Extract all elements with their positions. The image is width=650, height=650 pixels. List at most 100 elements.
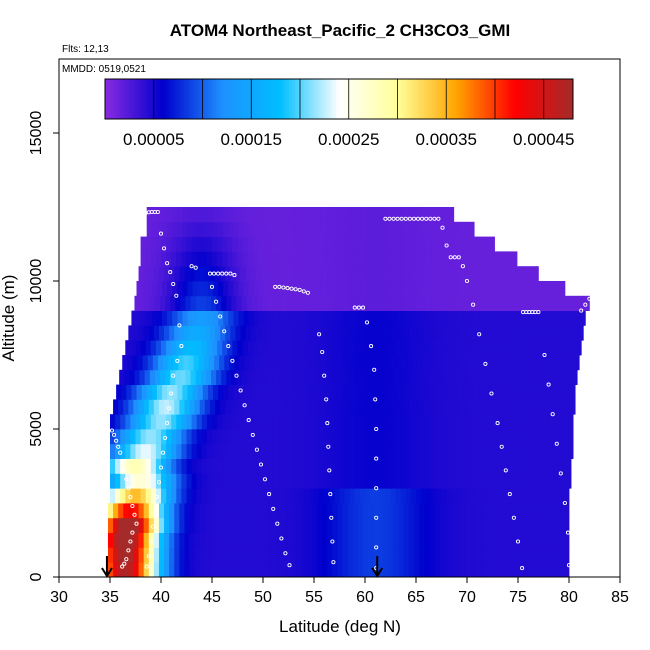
heatmap-cell	[523, 414, 529, 430]
heatmap-cell	[447, 310, 454, 326]
heatmap-cell	[374, 369, 380, 385]
heatmap-cell	[365, 429, 371, 445]
heatmap-cell	[477, 458, 483, 474]
heatmap-cell	[155, 429, 162, 445]
y-tick-label: 15000	[28, 111, 45, 156]
heatmap-cell	[487, 414, 493, 430]
heatmap-cell	[153, 532, 160, 548]
colorbar-swatch	[274, 79, 279, 119]
colorbar-swatch	[216, 79, 220, 119]
heatmap-cell	[314, 488, 320, 504]
heatmap-cell	[422, 207, 428, 223]
heatmap-cell	[192, 221, 199, 237]
heatmap-cell	[184, 517, 190, 533]
heatmap-cell	[410, 340, 417, 356]
heatmap-cell	[250, 503, 257, 519]
heatmap-cell	[412, 355, 419, 371]
heatmap-cell	[426, 443, 432, 459]
heatmap-cell	[482, 443, 488, 459]
heatmap-cell	[558, 488, 565, 504]
heatmap-cell	[288, 236, 294, 252]
heatmap-cell	[324, 443, 330, 459]
heatmap-cell	[194, 266, 201, 282]
flight-track-point	[279, 536, 284, 541]
heatmap-cell	[140, 488, 147, 504]
heatmap-cell	[485, 503, 491, 519]
heatmap-cell	[563, 458, 570, 474]
colorbar-swatch	[330, 79, 334, 119]
heatmap-cell	[153, 266, 160, 282]
heatmap-cell	[567, 369, 574, 385]
heatmap-cell	[133, 325, 139, 341]
heatmap-cell	[468, 310, 474, 326]
heatmap-cell	[255, 399, 262, 415]
heatmap-cell	[196, 236, 203, 252]
heatmap-cell	[460, 369, 467, 385]
heatmap-cell	[311, 503, 318, 519]
heatmap-cell	[309, 281, 316, 297]
heatmap-cell	[505, 562, 512, 578]
heatmap-cell	[189, 562, 196, 578]
heatmap-cell	[172, 207, 178, 223]
heatmap-cell	[379, 369, 385, 385]
heatmap-cell	[202, 310, 209, 326]
heatmap-cell	[291, 266, 298, 282]
heatmap-cell	[118, 503, 124, 519]
heatmap-cell	[429, 517, 435, 533]
heatmap-cell	[398, 266, 405, 282]
heatmap-cell	[406, 221, 413, 237]
heatmap-cell	[416, 340, 422, 356]
heatmap-cell	[345, 310, 352, 326]
heatmap-cell	[288, 429, 294, 445]
heatmap-cell	[507, 251, 514, 267]
heatmap-cell	[552, 369, 559, 385]
heatmap-cell	[526, 266, 532, 282]
heatmap-cell	[242, 443, 249, 459]
heatmap-cell	[452, 221, 459, 237]
heatmap-cell	[234, 355, 240, 371]
heatmap-cell	[317, 517, 323, 533]
heatmap-cell	[354, 458, 361, 474]
heatmap-cell	[228, 310, 234, 326]
heatmap-cell	[483, 384, 489, 400]
heatmap-cell	[232, 443, 238, 459]
heatmap-cell	[497, 473, 504, 489]
heatmap-cell	[362, 547, 369, 563]
heatmap-cell	[481, 369, 487, 385]
flight-track-point	[152, 509, 157, 514]
heatmap-cell	[518, 473, 524, 489]
heatmap-cell	[375, 458, 381, 474]
heatmap-cell	[145, 429, 152, 445]
heatmap-cell	[120, 429, 126, 445]
heatmap-cell	[349, 414, 356, 430]
heatmap-cell	[526, 562, 532, 578]
heatmap-cell	[300, 355, 307, 371]
heatmap-cell	[143, 325, 150, 341]
heatmap-cell	[416, 443, 422, 459]
heatmap-cell	[375, 443, 381, 459]
flight-track-point	[440, 225, 445, 230]
heatmap-cell	[515, 325, 522, 341]
heatmap-cell	[161, 340, 167, 356]
heatmap-cell	[480, 517, 486, 533]
heatmap-cell	[272, 369, 278, 385]
flight-track-point	[511, 515, 516, 520]
heatmap-cell	[201, 414, 208, 430]
heatmap-cell	[410, 414, 417, 430]
heatmap-cell	[247, 414, 254, 430]
heatmap-cell	[390, 414, 396, 430]
heatmap-cell	[231, 295, 237, 311]
heatmap-cell	[502, 251, 509, 267]
flight-track-point	[165, 261, 170, 266]
heatmap-cell	[158, 562, 165, 578]
heatmap-cell	[421, 458, 427, 474]
heatmap-cell	[442, 281, 449, 297]
heatmap-cell	[174, 547, 180, 563]
heatmap-cell	[408, 517, 415, 533]
heatmap-cell	[167, 221, 173, 237]
heatmap-cell	[278, 414, 284, 430]
heatmap-cell	[298, 488, 305, 504]
heatmap-cell	[166, 251, 172, 267]
heatmap-cell	[323, 369, 329, 385]
colorbar-swatch	[239, 79, 243, 119]
